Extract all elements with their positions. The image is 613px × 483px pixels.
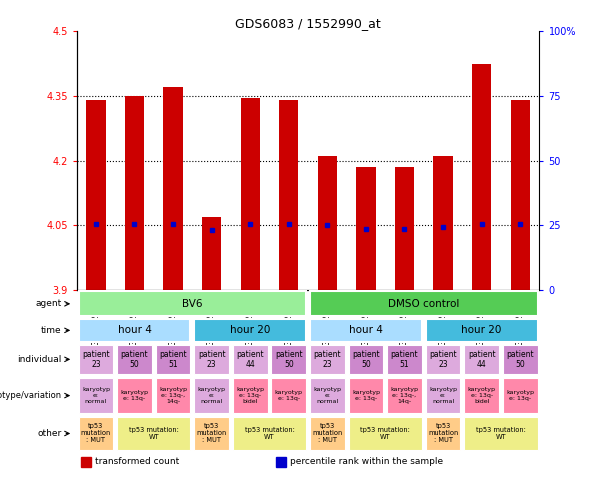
Bar <box>472 64 491 290</box>
Bar <box>387 378 422 413</box>
Text: patient
44: patient 44 <box>468 350 495 369</box>
Text: karyotyp
e: 13q-
bidel: karyotyp e: 13q- bidel <box>468 387 495 404</box>
Text: percentile rank within the sample: percentile rank within the sample <box>289 457 443 466</box>
Bar <box>86 100 105 290</box>
Bar <box>349 417 422 450</box>
Bar <box>156 344 191 374</box>
Bar <box>310 344 345 374</box>
Bar <box>349 344 383 374</box>
Text: karyotyp
e:
normal: karyotyp e: normal <box>197 387 226 404</box>
Bar <box>78 291 306 316</box>
Text: patient
50: patient 50 <box>121 350 148 369</box>
Bar <box>503 344 538 374</box>
Bar <box>82 457 91 467</box>
Text: DMSO control: DMSO control <box>388 299 459 309</box>
Bar <box>310 378 345 413</box>
Text: hour 4: hour 4 <box>118 326 151 335</box>
Bar <box>433 156 452 290</box>
Text: tp53 mutation:
WT: tp53 mutation: WT <box>129 427 179 440</box>
Bar <box>78 319 191 341</box>
Text: karyotyp
e:
normal: karyotyp e: normal <box>313 387 341 404</box>
Bar <box>78 417 113 450</box>
Text: karyotyp
e: 13q-,
14q-: karyotyp e: 13q-, 14q- <box>159 387 187 404</box>
Text: BV6: BV6 <box>182 299 202 309</box>
Bar <box>425 344 460 374</box>
Bar <box>425 319 538 341</box>
Bar <box>272 344 306 374</box>
Text: tp53
mutation
: MUT: tp53 mutation : MUT <box>312 424 343 443</box>
Bar <box>310 417 345 450</box>
Bar <box>194 378 229 413</box>
Text: tp53 mutation:
WT: tp53 mutation: WT <box>360 427 410 440</box>
Text: tp53
mutation
: MUT: tp53 mutation : MUT <box>428 424 458 443</box>
Text: karyotyp
e: 13q-
bidel: karyotyp e: 13q- bidel <box>236 387 264 404</box>
Bar <box>395 167 414 290</box>
Bar <box>117 378 152 413</box>
Text: patient
50: patient 50 <box>352 350 379 369</box>
Text: patient
23: patient 23 <box>313 350 341 369</box>
Bar <box>202 216 221 290</box>
Bar <box>310 291 538 316</box>
Text: tp53
mutation
: MUT: tp53 mutation : MUT <box>197 424 227 443</box>
Bar <box>194 344 229 374</box>
Text: karyotyp
e: 13q-: karyotyp e: 13q- <box>121 390 148 401</box>
Text: patient
51: patient 51 <box>159 350 187 369</box>
Text: patient
50: patient 50 <box>506 350 534 369</box>
Bar <box>464 378 499 413</box>
Bar <box>233 417 306 450</box>
Bar <box>117 417 191 450</box>
Text: karyotyp
e: 13q-: karyotyp e: 13q- <box>506 390 534 401</box>
Text: hour 4: hour 4 <box>349 326 383 335</box>
Text: genotype/variation: genotype/variation <box>0 391 62 400</box>
Text: patient
44: patient 44 <box>237 350 264 369</box>
Bar <box>233 378 267 413</box>
Text: patient
23: patient 23 <box>82 350 110 369</box>
Bar <box>156 378 191 413</box>
Text: tp53
mutation
: MUT: tp53 mutation : MUT <box>81 424 111 443</box>
Text: patient
50: patient 50 <box>275 350 303 369</box>
Bar <box>233 344 267 374</box>
Bar <box>318 156 337 290</box>
Bar <box>276 457 286 467</box>
Bar <box>279 100 299 290</box>
Text: hour 20: hour 20 <box>462 326 502 335</box>
Title: GDS6083 / 1552990_at: GDS6083 / 1552990_at <box>235 17 381 30</box>
Bar <box>310 319 422 341</box>
Bar <box>194 319 306 341</box>
Bar <box>117 344 152 374</box>
Text: karyotyp
e:
normal: karyotyp e: normal <box>429 387 457 404</box>
Text: other: other <box>37 429 62 438</box>
Text: tp53 mutation:
WT: tp53 mutation: WT <box>245 427 294 440</box>
Bar <box>464 344 499 374</box>
Bar <box>356 167 376 290</box>
Bar <box>349 378 383 413</box>
Text: agent: agent <box>36 299 62 308</box>
Text: time: time <box>41 326 62 335</box>
Text: karyotyp
e:
normal: karyotyp e: normal <box>82 387 110 404</box>
Bar <box>425 378 460 413</box>
Bar <box>272 378 306 413</box>
Text: karyotyp
e: 13q-: karyotyp e: 13q- <box>352 390 380 401</box>
Bar <box>164 87 183 290</box>
Bar <box>503 378 538 413</box>
Bar <box>78 344 113 374</box>
Text: patient
23: patient 23 <box>198 350 226 369</box>
Bar <box>464 417 538 450</box>
Bar <box>125 96 144 290</box>
Bar <box>240 98 260 290</box>
Bar <box>387 344 422 374</box>
Text: karyotyp
e: 13q-,
14q-: karyotyp e: 13q-, 14q- <box>390 387 419 404</box>
Bar <box>78 378 113 413</box>
Bar <box>194 417 229 450</box>
Text: patient
51: patient 51 <box>390 350 418 369</box>
Bar <box>511 100 530 290</box>
Text: individual: individual <box>17 355 62 364</box>
Text: tp53 mutation:
WT: tp53 mutation: WT <box>476 427 526 440</box>
Text: karyotyp
e: 13q-: karyotyp e: 13q- <box>275 390 303 401</box>
Text: patient
23: patient 23 <box>429 350 457 369</box>
Text: transformed count: transformed count <box>95 457 180 466</box>
Bar <box>425 417 460 450</box>
Text: hour 20: hour 20 <box>230 326 270 335</box>
